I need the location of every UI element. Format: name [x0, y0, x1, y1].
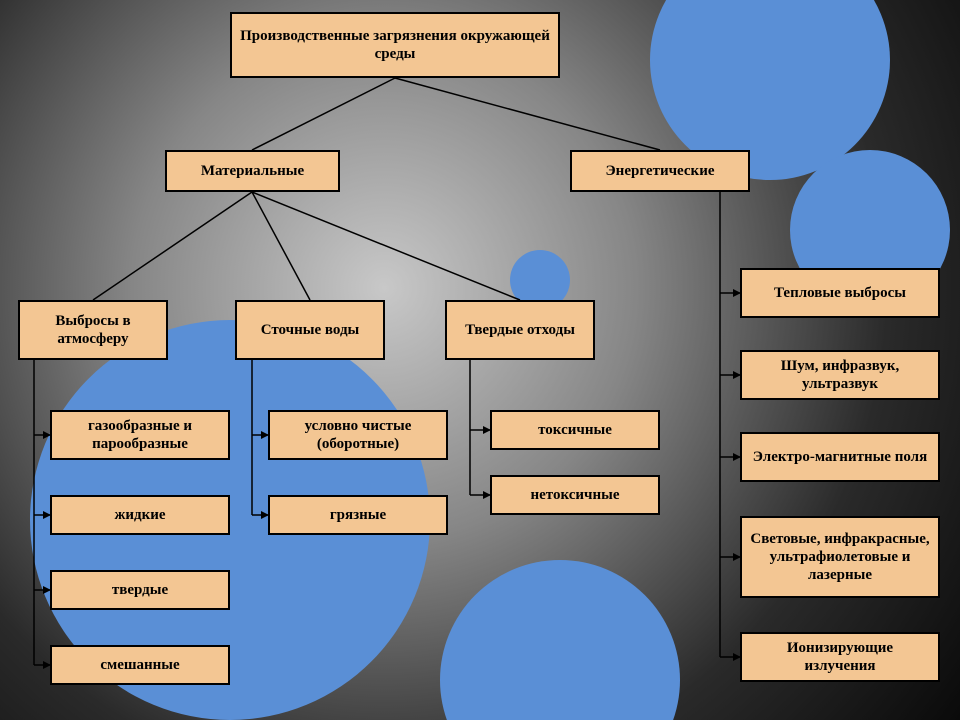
node-en3: Электро-магнитные поля	[740, 432, 940, 482]
node-solid2: нетоксичные	[490, 475, 660, 515]
node-energy: Энергетические	[570, 150, 750, 192]
diagram-stage: Производственные загрязнения окружающей …	[0, 0, 960, 720]
node-en1: Тепловые выбросы	[740, 268, 940, 318]
node-solid1: токсичные	[490, 410, 660, 450]
node-en4: Световые, инфракрасные, ультрафиолетовые…	[740, 516, 940, 598]
node-atm: Выбросы в атмосферу	[18, 300, 168, 360]
node-root: Производственные загрязнения окружающей …	[230, 12, 560, 78]
node-waste1: условно чистые (оборотные)	[268, 410, 448, 460]
node-atm3: твердые	[50, 570, 230, 610]
node-atm1: газообразные и парообразные	[50, 410, 230, 460]
node-waste: Сточные воды	[235, 300, 385, 360]
node-en2: Шум, инфразвук, ультразвук	[740, 350, 940, 400]
node-atm2: жидкие	[50, 495, 230, 535]
node-atm4: смешанные	[50, 645, 230, 685]
node-en5: Ионизирующие излучения	[740, 632, 940, 682]
node-waste2: грязные	[268, 495, 448, 535]
bg-circle-4	[440, 560, 680, 720]
node-solid: Твердые отходы	[445, 300, 595, 360]
node-material: Материальные	[165, 150, 340, 192]
